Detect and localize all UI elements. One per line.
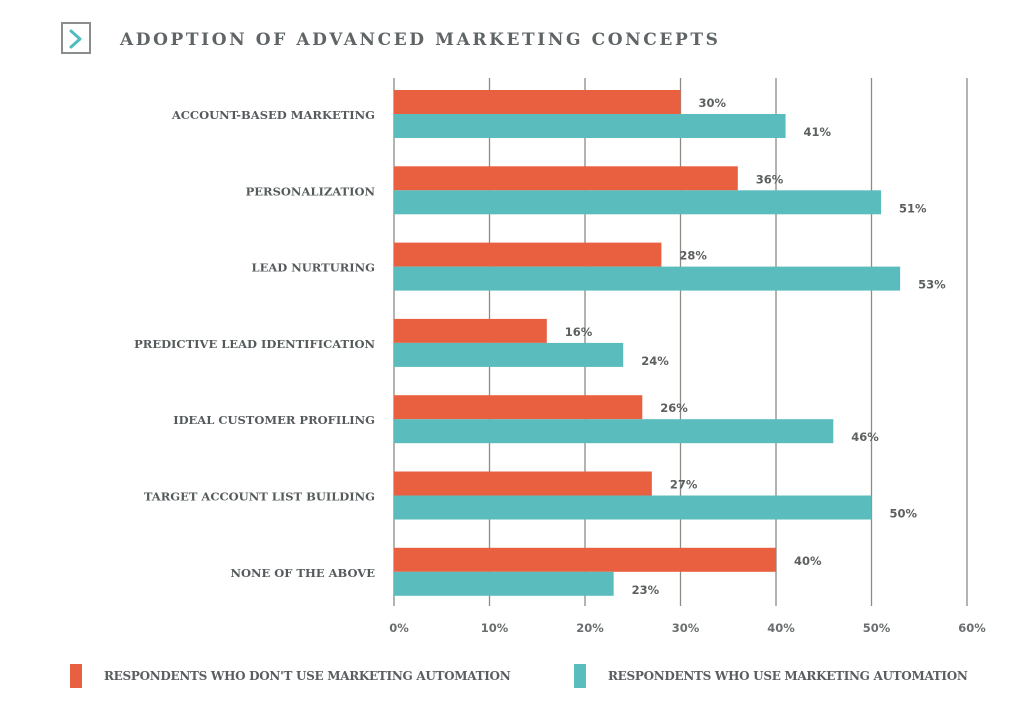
- data-label: 53%: [918, 278, 946, 292]
- bar-automation: [394, 114, 786, 138]
- data-label: 41%: [804, 125, 832, 139]
- legend-label-automation: RESPONDENTS WHO USE MARKETING AUTOMATION: [608, 669, 968, 683]
- category-label: ACCOUNT-BASED MARKETING: [171, 108, 375, 122]
- bars: 30% 41% 36% 51% 28% 53% 16% 24% 26% 46% 27% 50% 40% 2…: [394, 90, 946, 597]
- x-tick-label: 40%: [767, 621, 795, 635]
- data-label: 46%: [851, 430, 879, 444]
- bar-no-automation: [394, 242, 662, 267]
- data-label: 28%: [679, 249, 707, 263]
- x-tick-label: 0%: [389, 621, 409, 635]
- data-label: 50%: [890, 507, 918, 521]
- bar-automation: [394, 342, 624, 367]
- data-label: 26%: [660, 401, 688, 415]
- bar-automation: [394, 495, 872, 520]
- category-label: PREDICTIVE LEAD IDENTIFICATION: [134, 337, 375, 351]
- data-label: 24%: [641, 354, 669, 368]
- legend-swatch-no-automation: [70, 664, 82, 688]
- legend-item-no-automation: RESPONDENTS WHO DON'T USE MARKETING AUTO…: [70, 664, 511, 688]
- category-label: LEAD NURTURING: [251, 261, 375, 275]
- x-tick-label: 10%: [481, 621, 509, 635]
- x-tick-label: 20%: [576, 621, 604, 635]
- bar-no-automation: [394, 166, 738, 191]
- bar-no-automation: [394, 471, 652, 496]
- category-label: NONE OF THE ABOVE: [230, 566, 375, 580]
- category-label: PERSONALIZATION: [246, 184, 376, 198]
- bar-automation: [394, 190, 882, 215]
- legend-item-automation: RESPONDENTS WHO USE MARKETING AUTOMATION: [574, 664, 968, 688]
- title-box: [61, 22, 91, 54]
- data-label: 40%: [794, 554, 822, 568]
- x-tick-label: 50%: [863, 621, 891, 635]
- bar-automation: [394, 419, 834, 444]
- bar-no-automation: [394, 90, 681, 114]
- bar-automation: [394, 571, 614, 596]
- x-tick-label: 30%: [672, 621, 700, 635]
- data-label: 36%: [756, 172, 784, 186]
- category-label: IDEAL CUSTOMER PROFILING: [173, 413, 375, 427]
- legend-label-no-automation: RESPONDENTS WHO DON'T USE MARKETING AUTO…: [104, 669, 511, 683]
- chevron-right-icon: [69, 29, 82, 49]
- category-label: TARGET ACCOUNT LIST BUILDING: [144, 490, 375, 504]
- data-label: 23%: [632, 583, 660, 597]
- data-label: 16%: [565, 325, 593, 339]
- data-label: 27%: [670, 478, 698, 492]
- category-labels: ACCOUNT-BASED MARKETING PERSONALIZATION LE…: [134, 108, 375, 580]
- data-label: 30%: [699, 96, 727, 110]
- data-label: 51%: [899, 201, 927, 215]
- x-tick-labels: 0% 10% 20% 30% 40% 50% 60%: [389, 621, 986, 635]
- bar-automation: [394, 266, 901, 291]
- x-tick-label: 60%: [958, 621, 986, 635]
- legend-swatch-automation: [574, 664, 586, 688]
- chart-title: ADOPTION OF ADVANCED MARKETING CONCEPTS: [120, 30, 721, 50]
- bar-no-automation: [394, 547, 776, 572]
- bar-no-automation: [394, 395, 643, 420]
- bar-no-automation: [394, 318, 547, 343]
